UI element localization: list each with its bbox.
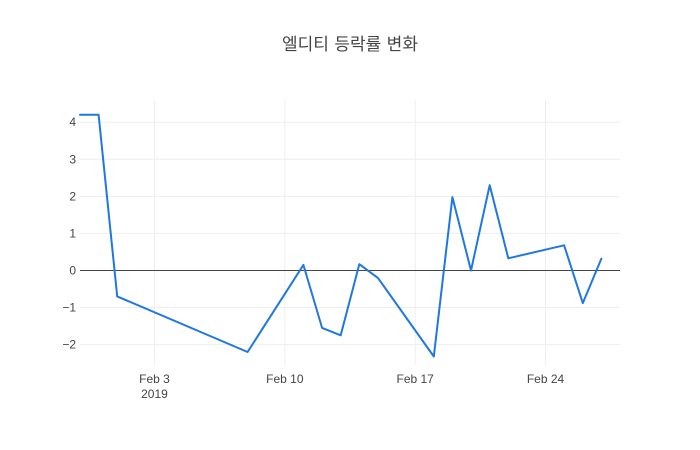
y-tick-label: 3 (69, 152, 76, 166)
y-tick-label: 0 (69, 263, 76, 277)
y-axis-ticks: −2 −1 0 1 2 3 4 (62, 115, 76, 351)
x-tick-year-label: 2019 (141, 387, 168, 401)
x-tick-label: Feb 3 (139, 372, 170, 386)
y-tick-label: 4 (69, 115, 76, 129)
x-tick-label: Feb 17 (396, 372, 434, 386)
series-line (79, 113, 603, 358)
x-tick-label: Feb 24 (527, 372, 565, 386)
y-tick-label: −2 (62, 338, 76, 352)
grid-layer (80, 100, 620, 365)
y-tick-label: 2 (69, 189, 76, 203)
y-tick-label: −1 (62, 301, 76, 315)
chart-title: 엘디티 등락률 변화 (282, 35, 418, 55)
y-tick-label: 1 (69, 226, 76, 240)
series-layer (79, 113, 603, 358)
x-tick-label: Feb 10 (266, 372, 304, 386)
